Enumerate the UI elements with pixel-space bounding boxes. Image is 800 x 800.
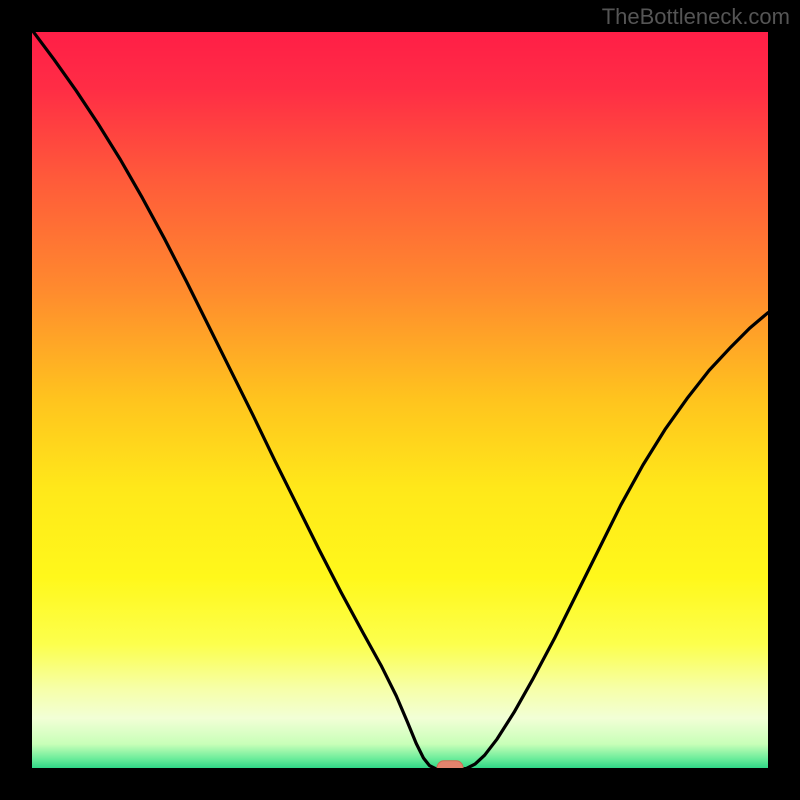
chart-frame: TheBottleneck.com	[0, 0, 800, 800]
bottleneck-curve-chart	[0, 0, 800, 800]
gradient-background	[32, 30, 768, 770]
watermark-text: TheBottleneck.com	[602, 4, 790, 30]
